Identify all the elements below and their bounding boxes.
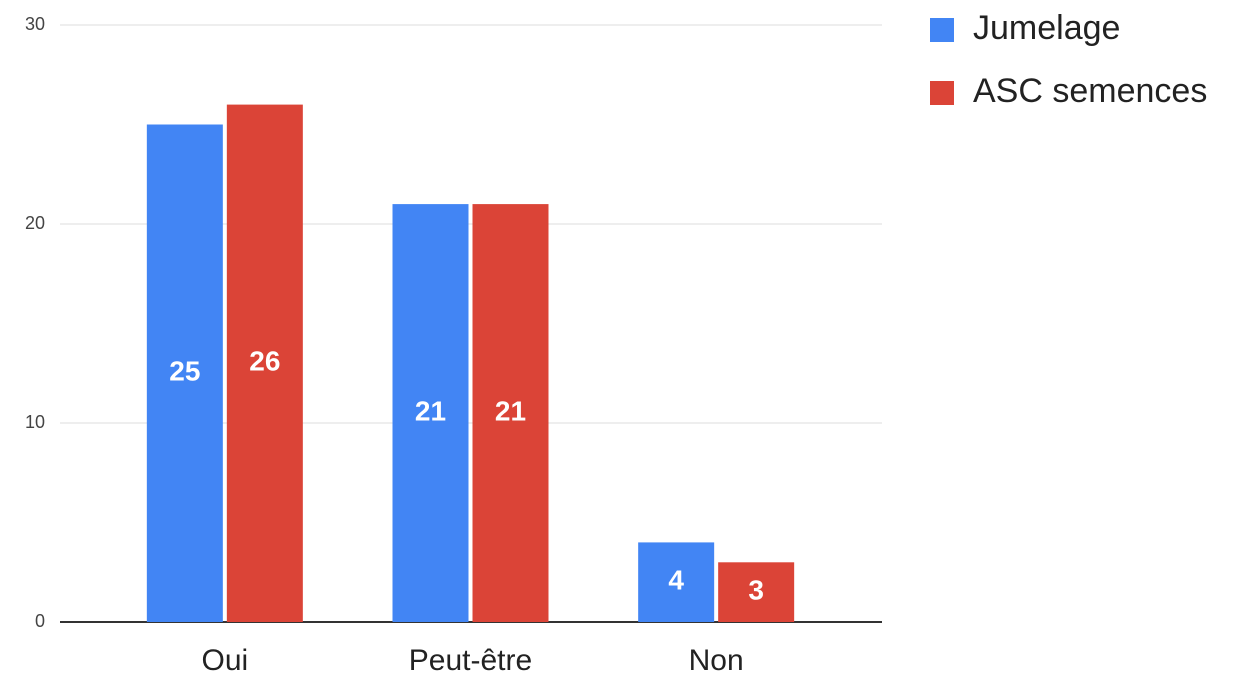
data-label: 21	[415, 395, 446, 426]
bar	[638, 542, 715, 622]
data-label: 25	[169, 356, 200, 387]
legend-swatch	[930, 18, 954, 42]
y-tick-label: 30	[25, 14, 45, 34]
bar	[718, 562, 795, 622]
bar	[472, 204, 549, 622]
legend-label: Jumelage	[973, 9, 1120, 47]
data-label: 26	[249, 346, 280, 377]
x-tick-label: Non	[689, 644, 744, 677]
bar	[392, 204, 469, 622]
bar	[226, 104, 303, 623]
legend-label: ASC semences	[973, 72, 1207, 110]
legend-swatch	[930, 81, 954, 105]
x-tick-label: Peut-être	[409, 644, 532, 677]
data-label: 4	[668, 565, 684, 596]
bar	[146, 124, 223, 622]
data-label: 21	[495, 395, 526, 426]
data-label: 3	[748, 575, 764, 606]
x-tick-label: Oui	[201, 644, 248, 677]
y-tick-label: 10	[25, 412, 45, 432]
y-tick-label: 0	[35, 611, 45, 631]
y-tick-label: 20	[25, 213, 45, 233]
